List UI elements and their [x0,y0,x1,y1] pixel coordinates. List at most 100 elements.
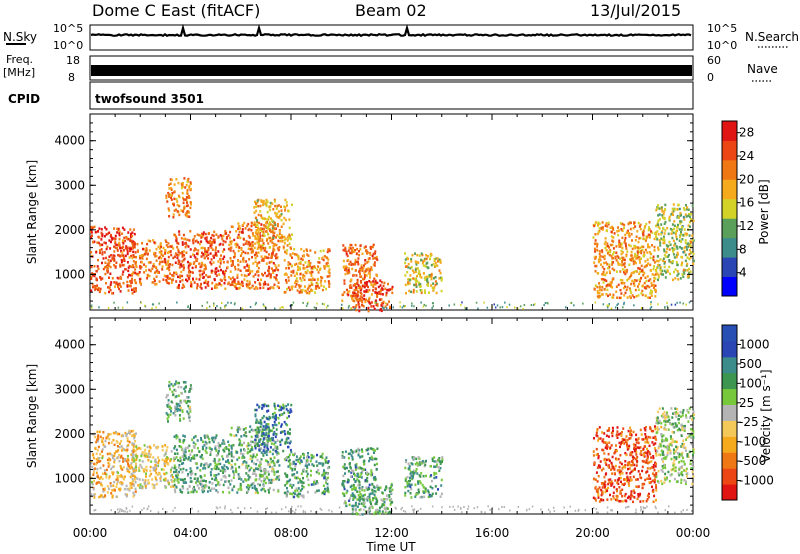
echo-cell [300,494,303,497]
echo-cell [280,225,283,228]
echo-cell [354,466,357,469]
echo-cell [223,271,226,274]
echo-cell [210,473,212,477]
echo-cell [255,251,258,255]
scatter-cell [219,307,222,309]
echo-cell [364,270,367,273]
echo-cell [304,261,307,264]
echo-cell [247,228,250,232]
echo-cell [345,265,347,268]
echo-cell [237,488,240,491]
echo-cell [168,187,171,190]
echo-cell [368,288,371,292]
echo-cell [660,223,663,226]
echo-cell [178,283,180,287]
echo-cell [115,430,117,434]
echo-cell [169,178,172,181]
echo-cell [344,272,347,276]
echo-cell [646,251,649,254]
echo-cell [659,266,662,269]
echo-cell [409,267,412,270]
echo-cell [680,230,682,234]
echo-cell [177,262,180,265]
echo-cell [342,293,345,296]
echo-cell [230,434,233,437]
echo-cell [672,253,675,256]
noise-trace [90,23,692,38]
echo-cell [189,453,192,456]
echo-cell [228,243,231,247]
echo-cell [376,302,379,306]
echo-cell [238,225,240,228]
echo-cell [231,488,234,492]
echo-cell [354,243,357,247]
echo-cell [202,252,205,256]
echo-cell [275,477,278,481]
scatter-cell [461,301,463,304]
echo-cell [126,261,129,264]
echo-cell [653,277,656,280]
echo-cell [425,257,428,261]
echo-cell [168,193,171,196]
echo-cell [650,291,653,295]
echo-cell [264,442,267,445]
echo-cell [347,470,350,473]
echo-cell [106,232,109,235]
echo-cell [257,428,260,432]
echo-cell [247,487,250,491]
echo-cell [195,462,198,466]
echo-cell [112,489,115,492]
echo-cell [270,260,273,264]
echo-cell [106,271,109,274]
echo-cell [594,239,597,242]
echo-cell [596,272,599,275]
echo-cell [237,475,240,478]
echo-cell [161,448,164,452]
echo-cell [293,473,296,476]
echo-cell [177,466,180,469]
echo-cell [261,428,264,431]
echo-cell [248,244,251,247]
echo-cell [104,439,107,443]
echo-cell [286,416,289,420]
echo-cell [230,463,233,467]
echo-cell [272,225,275,228]
echo-cell [176,452,179,455]
echo-cell [316,282,319,286]
scatter-cell [347,306,350,309]
echo-cell [151,483,154,486]
echo-cell [679,235,681,239]
echo-cell [689,225,691,228]
echo-cell [596,248,599,252]
echo-cell [182,233,185,237]
echo-cell [183,266,185,269]
echo-cell [275,253,278,256]
echo-cell [237,222,240,225]
echo-cell [227,460,230,463]
echo-cell [131,455,134,458]
echo-cell [348,499,351,502]
scatter-cell [374,301,376,304]
echo-cell [405,292,407,295]
echo-cell [169,413,172,416]
echo-cell [663,232,666,235]
scatter-cell [623,303,625,306]
echo-cell [287,210,290,213]
echo-cell [440,277,443,280]
echo-cell [172,216,175,219]
echo-cell [606,225,609,228]
echo-cell [373,307,376,311]
echo-cell [600,288,603,292]
echo-cell [215,476,217,480]
echo-cell [272,433,275,436]
echo-cell [189,181,192,184]
echo-cell [386,288,389,292]
echo-cell [96,474,99,478]
echo-cell [231,280,234,283]
echo-cell [640,251,643,255]
echo-cell [109,482,112,485]
echo-cell [621,251,624,254]
echo-cell [262,469,265,472]
echo-cell [128,470,131,474]
echo-cell [663,210,666,213]
